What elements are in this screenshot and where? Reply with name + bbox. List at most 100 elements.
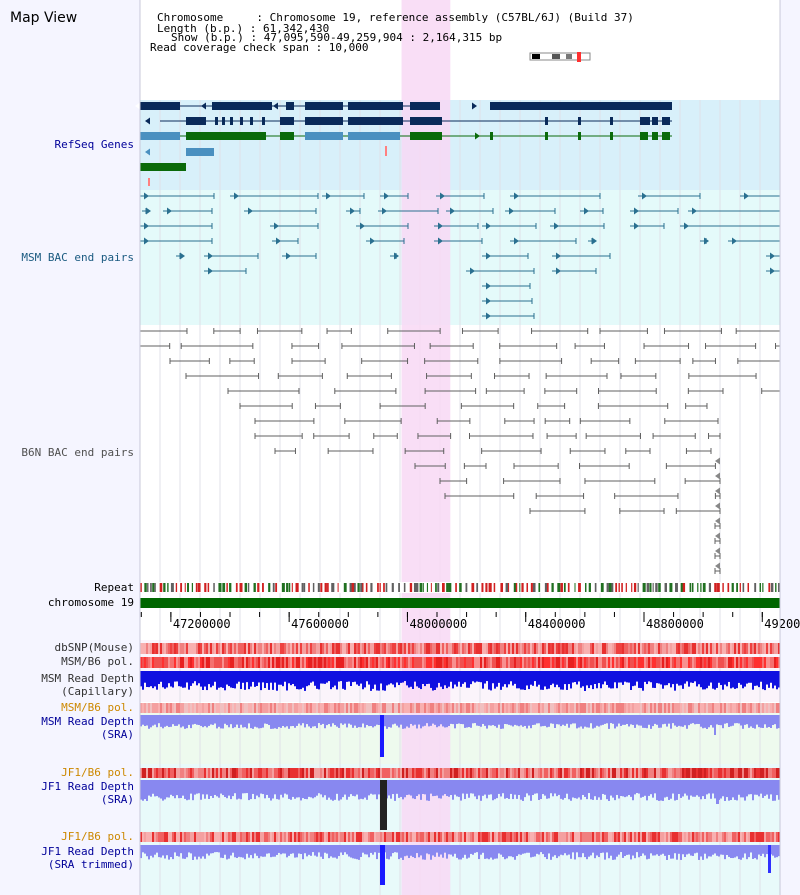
track-label-msm-bac[interactable]: MSM BAC end pairs bbox=[21, 251, 134, 264]
track-label-jf1-pol-1[interactable]: JF1/B6 pol. bbox=[61, 766, 134, 779]
jf1-pol-bin bbox=[604, 768, 606, 778]
msm-capillary-depth-bin bbox=[696, 671, 698, 687]
msm-pol-bin bbox=[688, 703, 690, 713]
jf1-sra-depth-bin bbox=[720, 780, 722, 799]
jf1-pol-bin bbox=[536, 832, 538, 842]
axis-tick-label: 47200000 bbox=[173, 617, 231, 631]
msm-bac-end bbox=[556, 252, 561, 260]
track-label-jf1-pol-2[interactable]: JF1/B6 pol. bbox=[61, 830, 134, 843]
dbsnp-bin bbox=[440, 643, 442, 654]
jf1-trimmed-depth-bin bbox=[390, 845, 392, 857]
ideogram-band bbox=[566, 54, 572, 59]
msm-pol-bin bbox=[380, 703, 382, 713]
msm-pol-bin bbox=[376, 703, 378, 713]
jf1-pol-bin bbox=[346, 768, 348, 778]
msm-sra-depth-bin bbox=[558, 715, 560, 725]
jf1-sra-depth-bin bbox=[378, 780, 380, 795]
jf1-pol-bin bbox=[140, 832, 142, 842]
jf1-pol-bin bbox=[502, 768, 504, 778]
track-label-msm-depth-sra[interactable]: MSM Read Depth bbox=[41, 715, 134, 728]
repeat-element bbox=[257, 583, 260, 592]
gene-row-2-exon bbox=[610, 117, 613, 125]
jf1-pol-bin bbox=[772, 832, 774, 842]
dbsnp-bin bbox=[254, 643, 256, 654]
msm-capillary-depth-bin bbox=[756, 671, 758, 686]
jf1-sra-depth-bin bbox=[322, 780, 324, 798]
msm-pol-bin bbox=[440, 657, 442, 668]
jf1-trimmed-depth-bin bbox=[518, 845, 520, 855]
track-label-msm-depth-capillary[interactable]: MSM Read Depth bbox=[41, 672, 134, 685]
jf1-trimmed-depth-bin bbox=[594, 845, 596, 859]
msm-capillary-depth-bin bbox=[616, 671, 618, 689]
msm-capillary-depth-bin bbox=[442, 671, 444, 690]
msm-sra-depth-bin bbox=[556, 715, 558, 725]
dbsnp-bin bbox=[674, 643, 676, 654]
msm-pol-bin bbox=[610, 657, 612, 668]
track-label-b6n-bac[interactable]: B6N BAC end pairs bbox=[21, 446, 134, 459]
jf1-sra-depth-bin bbox=[348, 780, 350, 797]
jf1-pol-bin bbox=[522, 832, 524, 842]
repeat-element bbox=[615, 583, 618, 592]
dbsnp-bin bbox=[146, 643, 148, 654]
jf1-pol-bin bbox=[592, 832, 594, 842]
dbsnp-bin bbox=[276, 643, 278, 654]
track-label-jf1-depth-trimmed[interactable]: JF1 Read Depth bbox=[41, 845, 134, 858]
jf1-trimmed-depth-bin bbox=[686, 845, 688, 855]
dbsnp-bin bbox=[286, 643, 288, 654]
jf1-sra-depth-bin bbox=[176, 780, 178, 796]
jf1-pol-bin bbox=[684, 832, 686, 842]
jf1-pol-bin bbox=[664, 832, 666, 842]
jf1-sra-depth-bin bbox=[542, 780, 544, 795]
jf1-sra-depth-bin bbox=[462, 780, 464, 794]
jf1-pol-bin bbox=[146, 768, 148, 778]
jf1-pol-bin bbox=[418, 768, 420, 778]
jf1-sra-depth-bin bbox=[188, 780, 190, 800]
jf1-sra-depth-bin bbox=[232, 780, 234, 797]
jf1-trimmed-depth-bin bbox=[210, 845, 212, 854]
track-label-msm-pol-1[interactable]: MSM/B6 pol. bbox=[61, 655, 134, 668]
msm-sra-depth-bin bbox=[532, 715, 534, 725]
gene-row-2-exon bbox=[652, 117, 658, 125]
jf1-sra-depth-bin bbox=[142, 780, 144, 801]
track-label-dbsnp[interactable]: dbSNP(Mouse) bbox=[54, 641, 134, 654]
track-label-refseq[interactable]: RefSeq Genes bbox=[54, 138, 134, 151]
jf1-pol-bin bbox=[226, 832, 228, 842]
msm-pol-bin bbox=[710, 657, 712, 668]
jf1-pol-bin bbox=[778, 768, 780, 778]
jf1-trimmed-depth-bin bbox=[524, 845, 526, 854]
gene-row-2-exon bbox=[240, 117, 243, 125]
jf1-sra-depth-bin bbox=[244, 780, 246, 794]
msm-pol-bin bbox=[272, 657, 274, 668]
track-label-jf1-depth-sra[interactable]: JF1 Read Depth bbox=[41, 780, 134, 793]
jf1-trimmed-depth-bin bbox=[674, 845, 676, 854]
msm-sra-depth-bin bbox=[142, 715, 144, 725]
track-label-msm-pol-2[interactable]: MSM/B6 pol. bbox=[61, 701, 134, 714]
repeat-element bbox=[435, 583, 437, 592]
msm-pol-bin bbox=[494, 657, 496, 668]
msm-pol-bin bbox=[410, 657, 412, 668]
msm-pol-bin bbox=[602, 703, 604, 713]
jf1-sra-depth-bin bbox=[160, 780, 162, 799]
repeat-element bbox=[291, 583, 293, 592]
dbsnp-bin bbox=[340, 643, 342, 654]
jf1-pol-bin bbox=[582, 768, 584, 778]
jf1-sra-depth-bin bbox=[314, 780, 316, 798]
msm-pol-bin bbox=[694, 657, 696, 668]
msm-capillary-depth-bin bbox=[274, 671, 276, 683]
jf1-pol-bin bbox=[276, 768, 278, 778]
jf1-pol-bin bbox=[224, 768, 226, 778]
jf1-sra-depth-bin bbox=[712, 780, 714, 794]
msm-sra-depth-bin bbox=[612, 715, 614, 724]
msm-pol-bin bbox=[518, 703, 520, 713]
dbsnp-bin bbox=[738, 643, 740, 654]
repeat-element bbox=[500, 583, 504, 592]
jf1-pol-bin bbox=[486, 832, 488, 842]
jf1-sra-depth-bin bbox=[390, 780, 392, 799]
dbsnp-bin bbox=[352, 643, 354, 654]
jf1-pol-bin bbox=[700, 832, 702, 842]
jf1-trimmed-depth-bin bbox=[258, 845, 260, 859]
gene-block-2-exon bbox=[490, 102, 672, 110]
jf1-pol-bin bbox=[586, 832, 588, 842]
jf1-pol-bin bbox=[386, 832, 388, 842]
